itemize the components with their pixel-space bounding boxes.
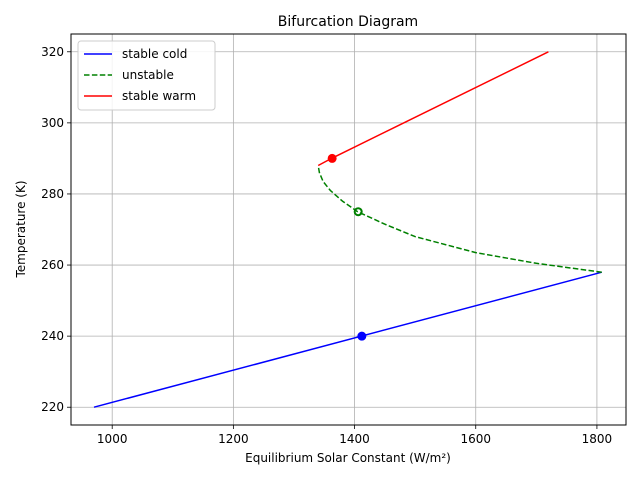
x-tick-label: 1200 [218,432,249,446]
y-tick-label: 320 [41,45,64,59]
y-tick-label: 300 [41,116,64,130]
x-axis-label: Equilibrium Solar Constant (W/m²) [245,451,451,465]
y-tick-label: 240 [41,329,64,343]
legend-label: stable warm [122,89,196,103]
marker-unstable [353,207,363,217]
legend-box [77,40,216,111]
grid-lines [71,34,626,425]
plot-frame [70,33,627,426]
legend: stable cold unstable stable warm [77,40,216,111]
y-tick-label: 220 [41,400,64,414]
series-line-stable-cold [93,271,602,408]
axis-ticks: 1000 1200 1400 1600 1800 220 240 260 280 300 320 [41,45,612,446]
x-tick-label: 1600 [460,432,491,446]
marker-stable-warm [327,153,337,163]
y-axis-label: Temperature (K) [14,180,28,278]
legend-label: stable cold [122,47,187,61]
marker-stable-cold [357,331,367,341]
data-markers [327,153,367,341]
x-tick-label: 1000 [97,432,128,446]
legend-label: unstable [122,68,174,82]
chart-title: Bifurcation Diagram [278,14,418,30]
y-tick-label: 280 [41,187,64,201]
y-tick-label: 260 [41,258,64,272]
x-tick-label: 1800 [582,432,613,446]
x-tick-label: 1400 [339,432,370,446]
series-line-unstable [317,165,602,273]
